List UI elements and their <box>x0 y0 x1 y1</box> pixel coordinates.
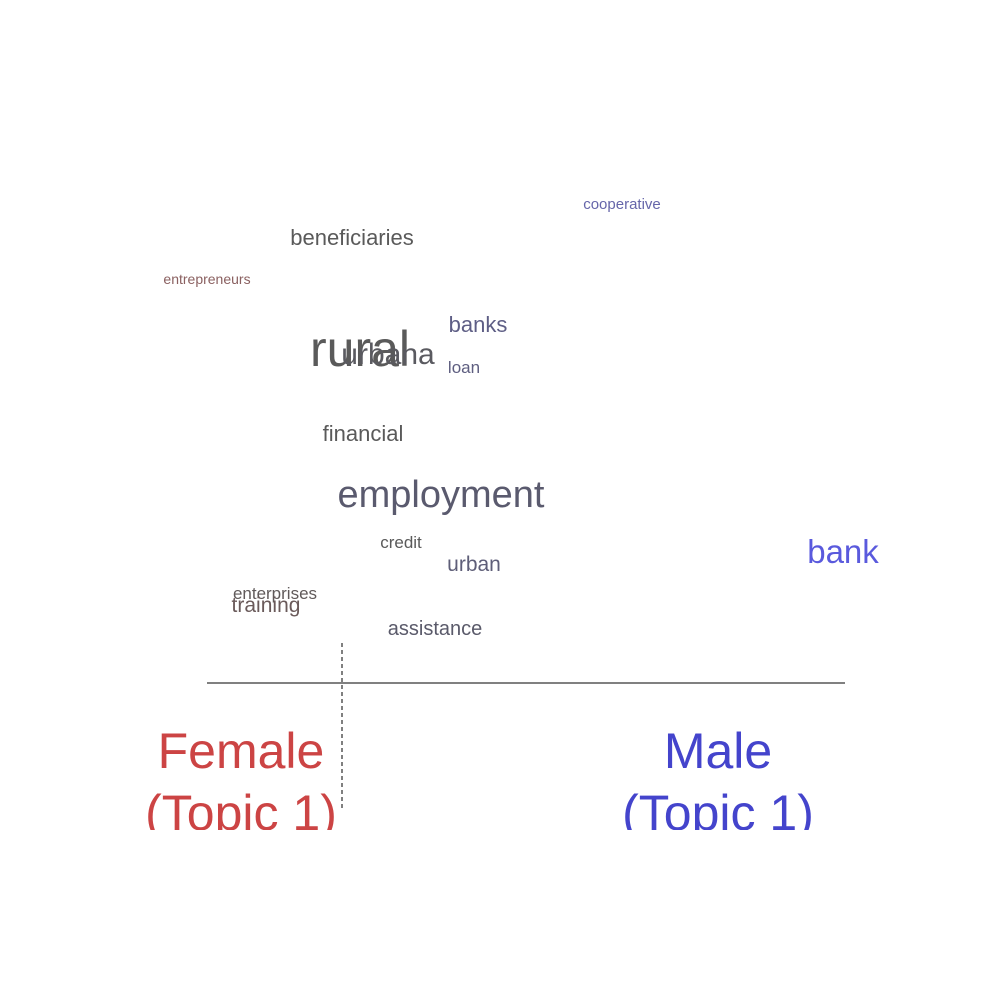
group-sublabel-female: (Topic 1) <box>145 785 337 841</box>
word-financial: financial <box>323 421 404 446</box>
word-urbana: urbana <box>341 338 435 371</box>
word-training: training <box>232 594 301 617</box>
group-label-female: Female <box>158 723 325 779</box>
word-bank: bank <box>807 533 879 570</box>
word-beneficiaries: beneficiaries <box>290 225 414 250</box>
group-label-male: Male <box>664 723 772 779</box>
word-loan: loan <box>448 358 480 377</box>
word-enterprises: enterprises <box>233 584 317 603</box>
word-rural: rural <box>310 321 410 377</box>
word-credit: credit <box>380 533 422 552</box>
word-cooperative: cooperative <box>583 196 661 213</box>
group-label-layer: Female (Topic 1) Male (Topic 1) <box>145 723 814 841</box>
word-entrepreneurs: entrepreneurs <box>163 271 250 287</box>
word-assistance: assistance <box>388 618 483 640</box>
word-employment: employment <box>338 474 545 516</box>
word-layer: cooperative beneficiaries entrepreneurs ban… <box>163 196 879 640</box>
group-sublabel-male: (Topic 1) <box>622 785 814 841</box>
word-urban: urban <box>447 553 501 576</box>
word-banks: banks <box>449 312 508 337</box>
